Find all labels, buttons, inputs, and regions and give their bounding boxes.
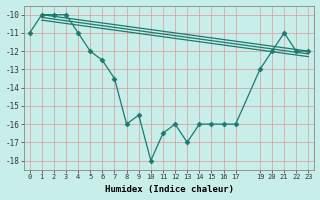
X-axis label: Humidex (Indice chaleur): Humidex (Indice chaleur): [105, 185, 234, 194]
